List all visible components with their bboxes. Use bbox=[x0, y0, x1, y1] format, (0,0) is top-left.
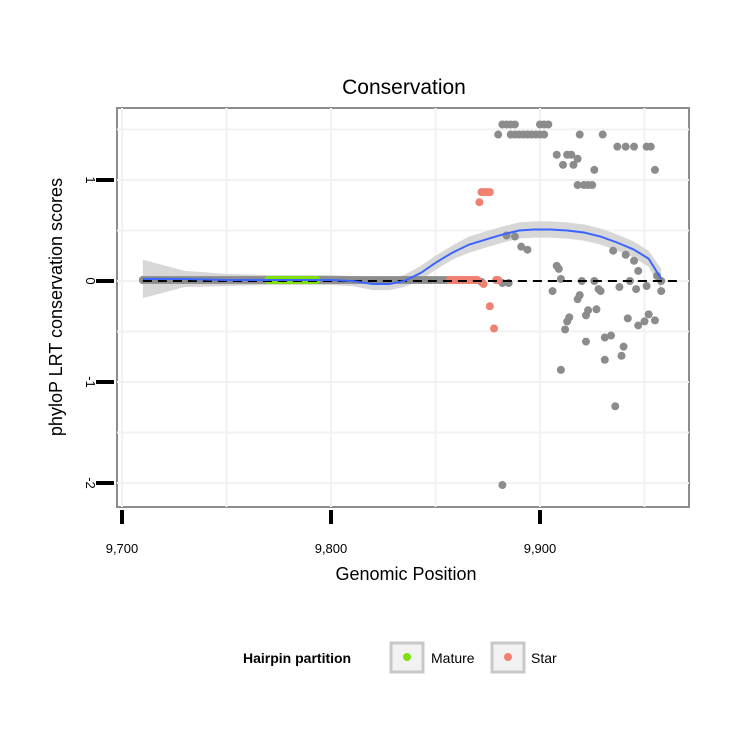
star-point bbox=[475, 198, 484, 207]
x-tick-label: 9,700 bbox=[106, 541, 139, 556]
y-ticks: -2 -1 0 1 bbox=[83, 176, 114, 489]
smooth-line-layer bbox=[142, 228, 663, 286]
legend-label-star: Star bbox=[531, 650, 557, 666]
data-point bbox=[600, 355, 609, 364]
data-point bbox=[630, 142, 639, 151]
legend: Hairpin partition Mature Star bbox=[243, 641, 557, 674]
data-point bbox=[575, 291, 584, 300]
data-point bbox=[544, 120, 553, 129]
data-point bbox=[617, 351, 626, 360]
star-point bbox=[485, 302, 494, 311]
data-point bbox=[510, 120, 519, 129]
data-point bbox=[623, 314, 632, 323]
data-point bbox=[642, 282, 651, 291]
data-point bbox=[630, 256, 639, 265]
data-point bbox=[644, 310, 653, 319]
data-point bbox=[573, 154, 582, 163]
data-point bbox=[552, 150, 561, 159]
data-point bbox=[619, 342, 628, 351]
y-tick-label: 0 bbox=[83, 277, 98, 284]
data-point bbox=[640, 317, 649, 326]
data-point bbox=[596, 287, 605, 296]
data-point bbox=[646, 142, 655, 151]
data-point bbox=[498, 481, 507, 490]
data-point bbox=[615, 283, 624, 292]
data-point bbox=[609, 246, 618, 255]
legend-star-symbol bbox=[504, 653, 512, 661]
data-point bbox=[567, 150, 576, 159]
star-point bbox=[494, 275, 503, 284]
star-point bbox=[473, 275, 482, 284]
data-point bbox=[561, 325, 570, 334]
legend-mature-symbol bbox=[403, 653, 411, 661]
data-point bbox=[607, 331, 616, 340]
axes: Genomic Position phyloP LRT conservation… bbox=[46, 178, 477, 584]
data-point bbox=[611, 402, 620, 411]
data-point bbox=[600, 333, 609, 342]
x-ticks: 9,700 9,800 9,900 bbox=[106, 510, 557, 556]
data-point bbox=[581, 337, 590, 346]
data-point bbox=[575, 130, 584, 139]
data-point bbox=[556, 365, 565, 374]
data-point bbox=[588, 181, 597, 190]
data-point bbox=[650, 316, 659, 325]
data-point bbox=[554, 264, 563, 273]
legend-label-mature: Mature bbox=[431, 650, 475, 666]
data-point bbox=[592, 305, 601, 314]
y-tick-label: 1 bbox=[83, 176, 98, 183]
data-point bbox=[657, 287, 666, 296]
y-tick-label: -2 bbox=[83, 477, 98, 489]
data-point bbox=[590, 165, 599, 174]
star-point bbox=[485, 188, 494, 197]
data-point bbox=[584, 306, 593, 315]
data-point bbox=[621, 142, 630, 151]
data-point bbox=[548, 287, 557, 296]
plot-panel bbox=[116, 107, 690, 508]
x-tick-label: 9,900 bbox=[524, 541, 557, 556]
data-point bbox=[558, 160, 567, 169]
data-point bbox=[634, 266, 643, 275]
x-axis-label: Genomic Position bbox=[335, 564, 476, 584]
data-point bbox=[540, 130, 549, 139]
x-tick-label: 9,800 bbox=[315, 541, 348, 556]
data-point bbox=[613, 142, 622, 151]
chart-title: Conservation bbox=[342, 76, 466, 99]
y-axis-label: phyloP LRT conservation scores bbox=[46, 178, 66, 436]
data-point bbox=[494, 130, 503, 139]
data-point bbox=[632, 285, 641, 294]
data-point bbox=[565, 313, 574, 322]
legend-title: Hairpin partition bbox=[243, 650, 351, 666]
y-tick-label: -1 bbox=[83, 376, 98, 388]
data-point bbox=[517, 242, 526, 251]
data-point bbox=[650, 165, 659, 174]
data-point bbox=[510, 232, 519, 241]
data-point bbox=[598, 130, 607, 139]
smooth-line bbox=[142, 228, 663, 286]
data-point bbox=[621, 250, 630, 259]
data-point bbox=[569, 160, 578, 169]
data-point bbox=[523, 245, 532, 254]
star-point bbox=[490, 324, 499, 333]
data-point bbox=[573, 181, 582, 190]
star-point bbox=[479, 280, 488, 289]
data-point bbox=[634, 321, 643, 330]
